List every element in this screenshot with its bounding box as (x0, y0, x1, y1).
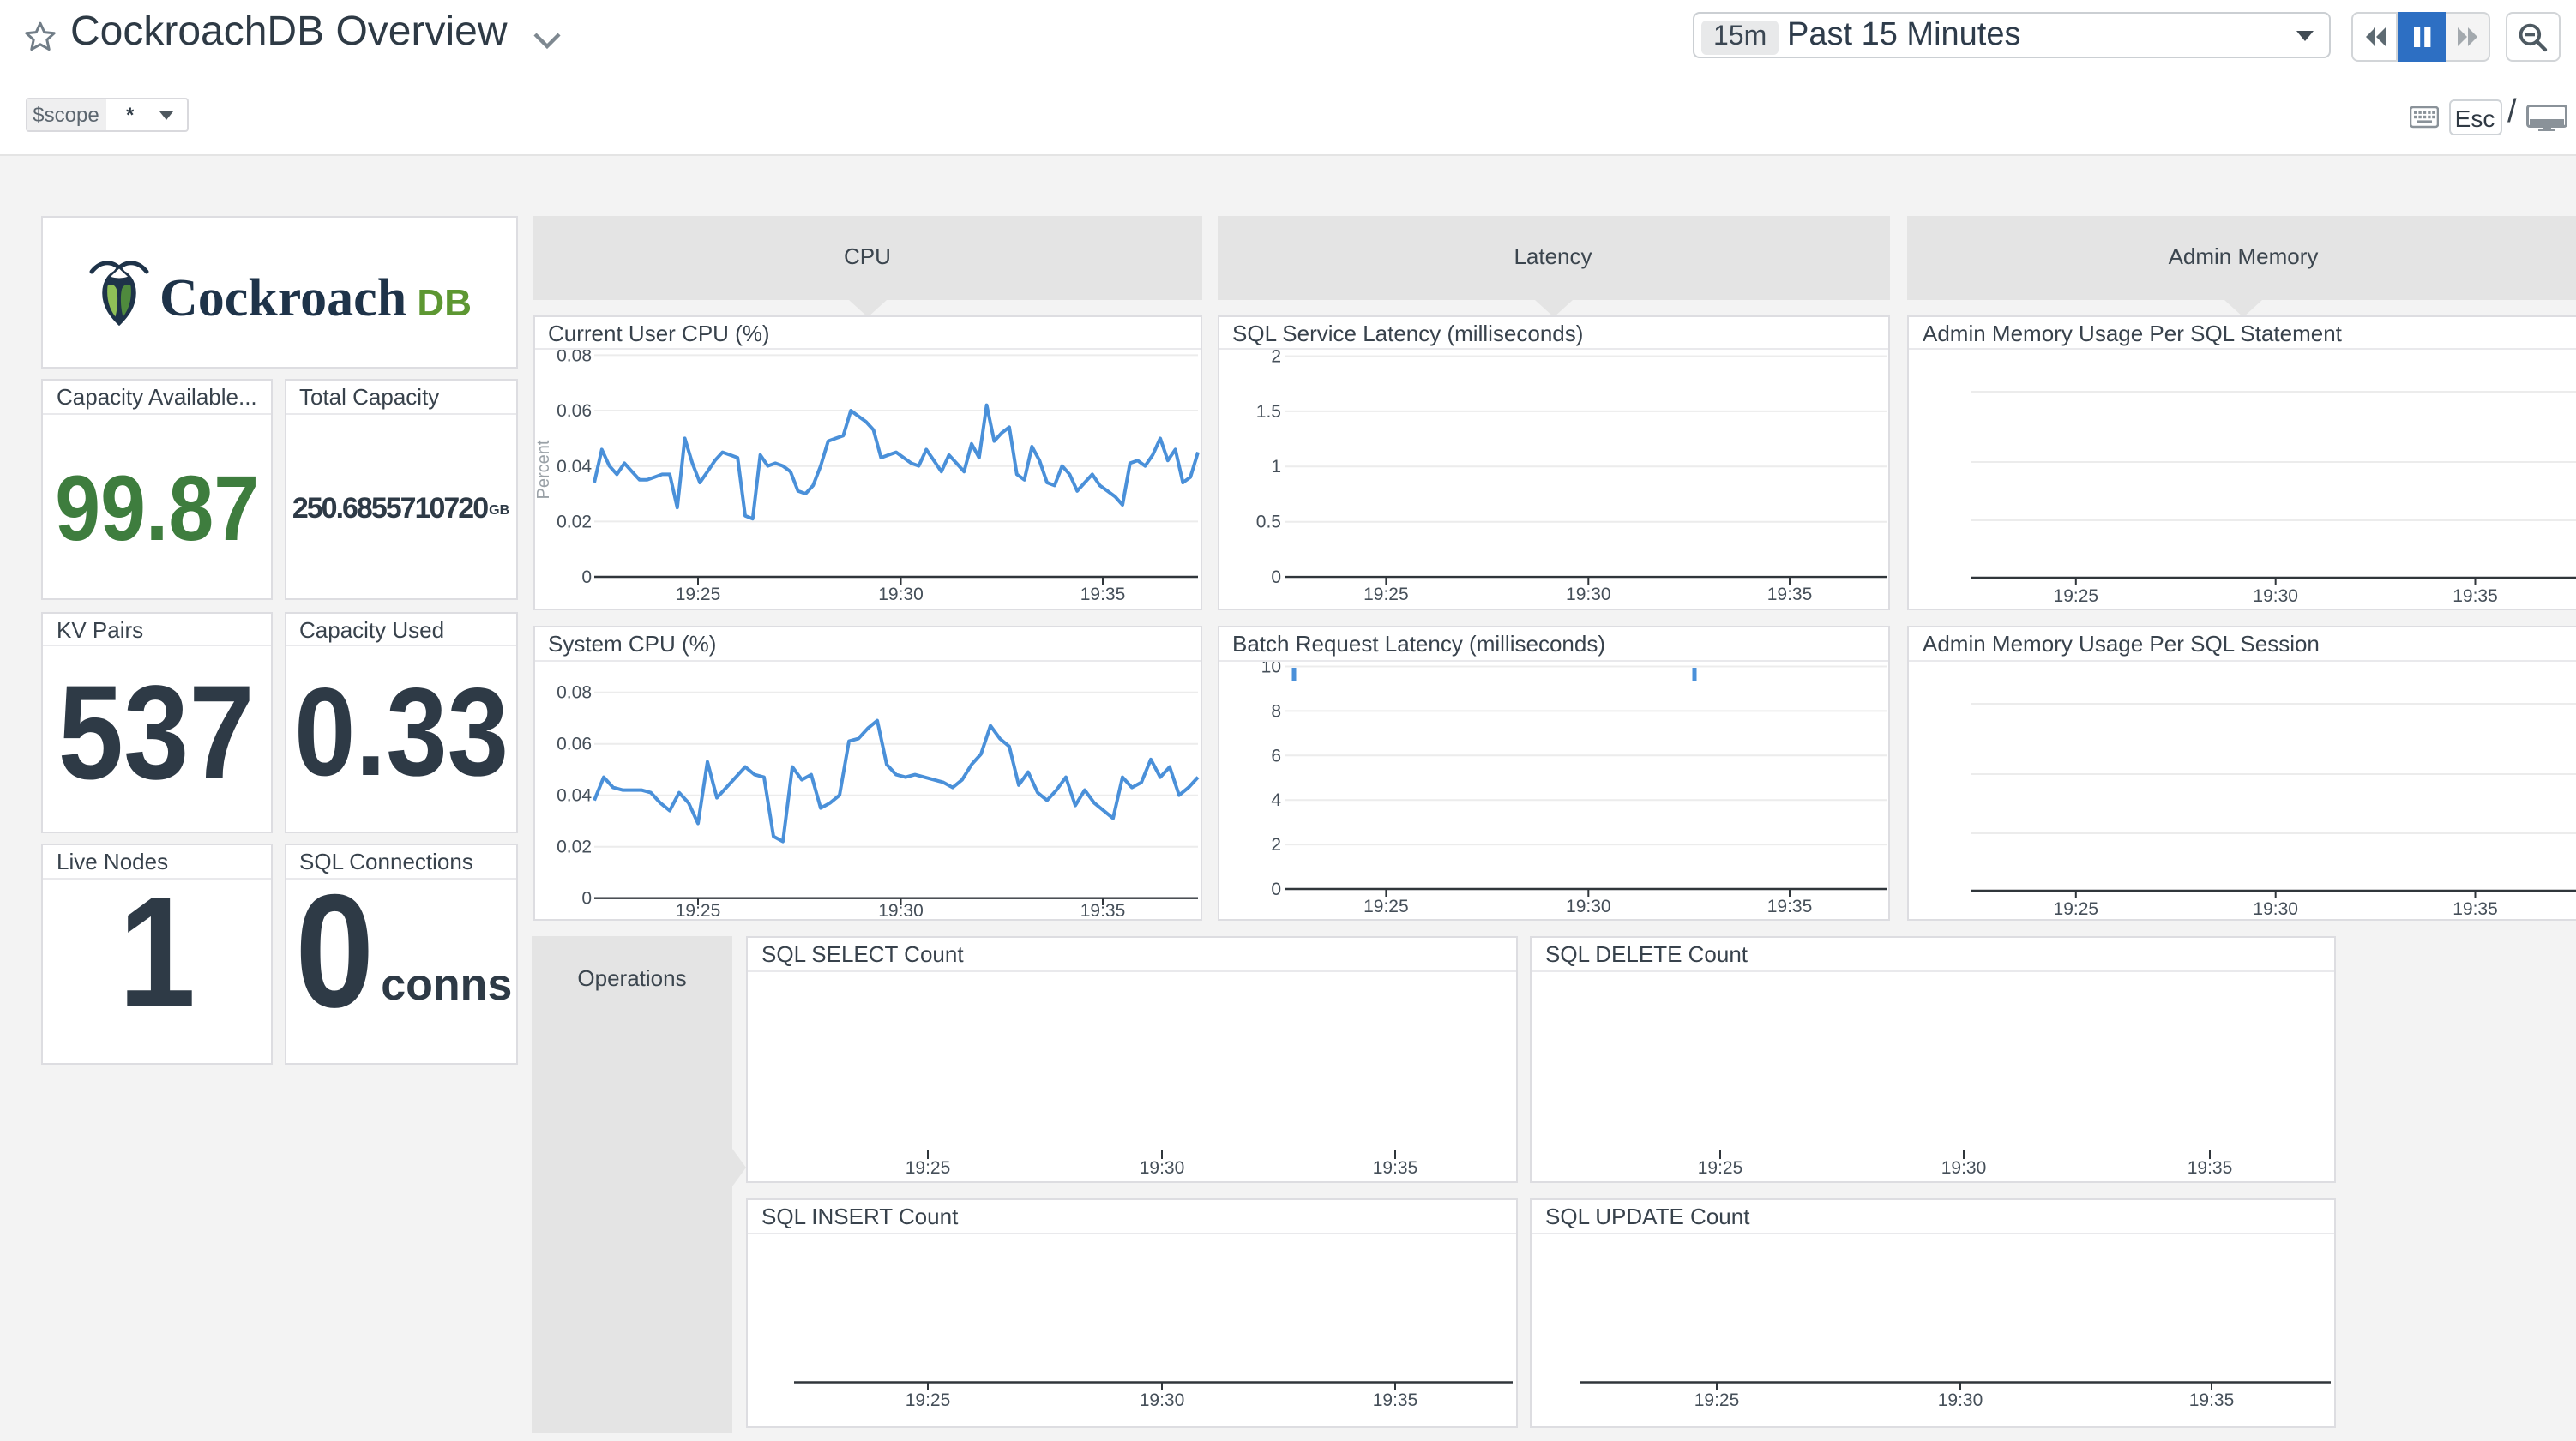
svg-text:0.02: 0.02 (556, 512, 591, 531)
svg-text:19:30: 19:30 (1941, 1158, 1987, 1178)
svg-text:19:30: 19:30 (877, 900, 923, 916)
svg-text:19:30: 19:30 (1140, 1158, 1185, 1178)
svg-text:19:25: 19:25 (906, 1158, 951, 1178)
svg-text:2: 2 (1270, 834, 1280, 854)
svg-text:19:25: 19:25 (1694, 1390, 1740, 1409)
svg-text:19:25: 19:25 (675, 585, 720, 604)
svg-text:0: 0 (581, 888, 591, 908)
svg-text:6: 6 (1270, 745, 1280, 765)
svg-text:19:25: 19:25 (1698, 1158, 1743, 1178)
svg-text:19:30: 19:30 (1565, 585, 1610, 604)
svg-text:0.04: 0.04 (556, 785, 591, 805)
svg-text:0.5: 0.5 (1255, 513, 1280, 532)
svg-text:0.06: 0.06 (556, 401, 591, 421)
svg-text:0.06: 0.06 (556, 734, 591, 754)
svg-text:19:25: 19:25 (2054, 898, 2099, 916)
svg-text:0: 0 (1270, 567, 1280, 587)
svg-text:19:35: 19:35 (2453, 586, 2498, 605)
svg-text:0: 0 (581, 567, 591, 587)
svg-text:0.08: 0.08 (556, 350, 591, 365)
svg-text:19:35: 19:35 (2453, 898, 2498, 916)
svg-text:19:25: 19:25 (675, 900, 720, 916)
svg-text:0.08: 0.08 (556, 682, 591, 702)
svg-text:19:35: 19:35 (1080, 900, 1125, 916)
svg-text:19:30: 19:30 (2253, 898, 2298, 916)
svg-text:8: 8 (1270, 700, 1280, 720)
svg-text:19:35: 19:35 (1373, 1158, 1418, 1178)
svg-text:19:30: 19:30 (2253, 586, 2298, 605)
svg-text:19:35: 19:35 (1080, 585, 1125, 604)
svg-text:19:30: 19:30 (1565, 896, 1610, 916)
svg-text:0: 0 (1270, 879, 1280, 898)
svg-text:19:25: 19:25 (906, 1390, 951, 1409)
svg-text:4: 4 (1270, 790, 1280, 809)
svg-text:19:35: 19:35 (2189, 1390, 2235, 1409)
svg-text:19:25: 19:25 (1363, 896, 1408, 916)
svg-text:19:30: 19:30 (1938, 1390, 1983, 1409)
svg-text:0.04: 0.04 (556, 457, 591, 477)
svg-text:19:35: 19:35 (1373, 1390, 1418, 1409)
svg-text:Percent: Percent (534, 440, 552, 499)
svg-text:1.5: 1.5 (1255, 402, 1280, 422)
svg-text:19:35: 19:35 (2188, 1158, 2233, 1178)
svg-text:19:30: 19:30 (1140, 1390, 1185, 1409)
svg-text:19:35: 19:35 (1766, 896, 1812, 916)
svg-text:1: 1 (1270, 457, 1280, 477)
svg-text:19:25: 19:25 (2054, 586, 2099, 605)
svg-text:19:25: 19:25 (1363, 585, 1408, 604)
svg-text:19:30: 19:30 (877, 585, 923, 604)
svg-text:19:35: 19:35 (1766, 585, 1812, 604)
svg-text:10: 10 (1261, 661, 1280, 675)
svg-text:2: 2 (1270, 350, 1280, 366)
svg-text:0.02: 0.02 (556, 837, 591, 856)
